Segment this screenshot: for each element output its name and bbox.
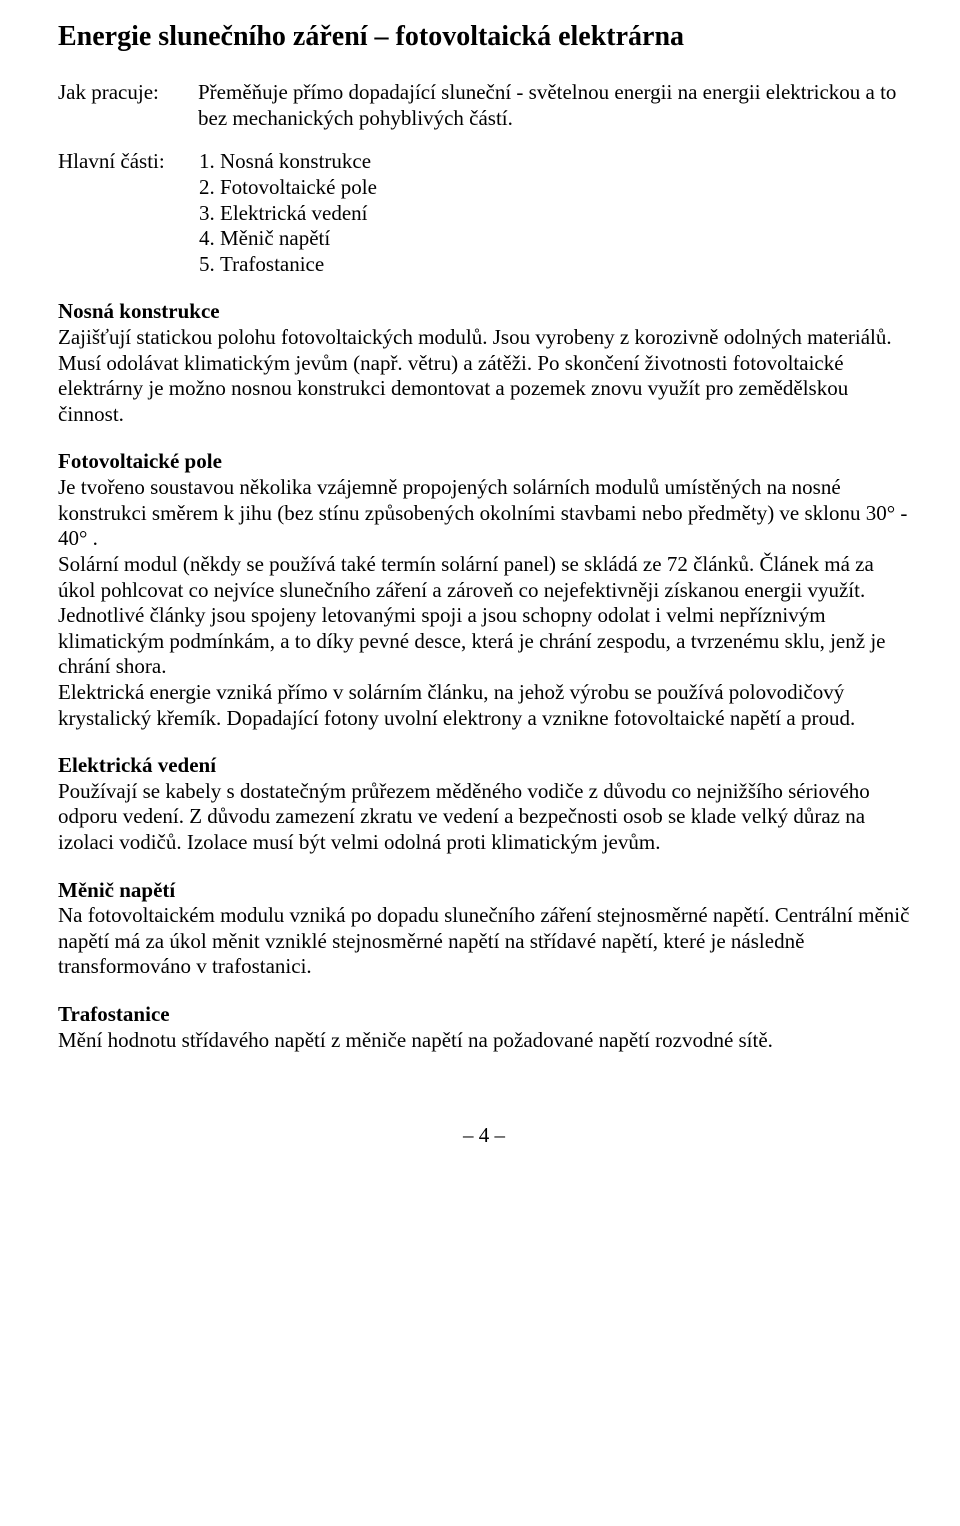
document-title: Energie slunečního záření – fotovoltaick… xyxy=(58,20,910,54)
section-vedeni-body: Používají se kabely s dostatečným průřez… xyxy=(58,779,910,856)
section-vedeni-head: Elektrická vedení xyxy=(58,753,910,779)
section-pole-head: Fotovoltaické pole xyxy=(58,449,910,475)
section-pole: Fotovoltaické pole Je tvořeno soustavou … xyxy=(58,449,910,731)
section-trafo-body: Mění hodnotu střídavého napětí z měniče … xyxy=(58,1028,910,1054)
section-nosna: Nosná konstrukce Zajišťují statickou pol… xyxy=(58,299,910,427)
page: Energie slunečního záření – fotovoltaick… xyxy=(0,0,960,1526)
page-number: – 4 – xyxy=(58,1123,910,1149)
main-parts-label: Hlavní části: xyxy=(58,149,198,277)
main-parts-item: Trafostanice xyxy=(220,252,910,278)
how-works-label: Jak pracuje: xyxy=(58,80,198,131)
section-vedeni: Elektrická vedení Používají se kabely s … xyxy=(58,753,910,855)
section-menic: Měnič napětí Na fotovoltaickém modulu vz… xyxy=(58,878,910,980)
main-parts-list: Nosná konstrukce Fotovoltaické pole Elek… xyxy=(198,149,910,277)
section-menic-body: Na fotovoltaickém modulu vzniká po dopad… xyxy=(58,903,910,980)
section-nosna-head: Nosná konstrukce xyxy=(58,299,910,325)
section-pole-p2: Solární modul (někdy se používá také ter… xyxy=(58,552,910,680)
main-parts-item: Elektrická vedení xyxy=(220,201,910,227)
section-pole-p1: Je tvořeno soustavou několika vzájemně p… xyxy=(58,475,910,552)
section-pole-p3: Elektrická energie vzniká přímo v solárn… xyxy=(58,680,910,731)
main-parts-row: Hlavní části: Nosná konstrukce Fotovolta… xyxy=(58,149,910,277)
main-parts-item: Měnič napětí xyxy=(220,226,910,252)
how-works-row: Jak pracuje: Přeměňuje přímo dopadající … xyxy=(58,80,910,131)
section-nosna-body: Zajišťují statickou polohu fotovoltaický… xyxy=(58,325,910,427)
how-works-text: Přeměňuje přímo dopadající sluneční - sv… xyxy=(198,80,910,131)
section-menic-head: Měnič napětí xyxy=(58,878,910,904)
main-parts-item: Fotovoltaické pole xyxy=(220,175,910,201)
main-parts-item: Nosná konstrukce xyxy=(220,149,910,175)
section-trafo: Trafostanice Mění hodnotu střídavého nap… xyxy=(58,1002,910,1053)
section-trafo-head: Trafostanice xyxy=(58,1002,910,1028)
